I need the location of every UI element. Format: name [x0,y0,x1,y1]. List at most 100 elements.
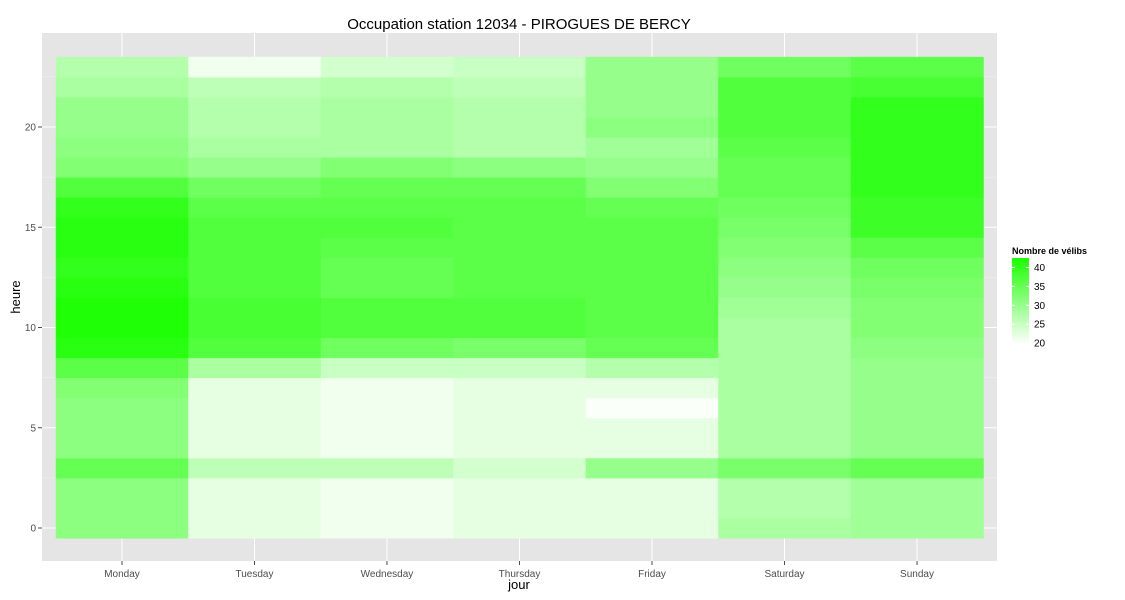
heatmap-cell [55,497,189,519]
heatmap-cell [320,377,454,399]
heatmap-cell [188,76,322,98]
heatmap-cell [585,317,719,339]
heatmap-cell [718,177,852,198]
heatmap-cell [453,417,587,439]
heatmap-cell [55,197,189,218]
heatmap-cell [55,317,189,339]
heatmap-cell [718,76,852,98]
heatmap-cell [453,197,587,218]
heatmap-cell [718,517,852,539]
heatmap-cell [55,157,189,178]
heatmap-cell [55,56,189,78]
heatmap-cell [55,517,189,539]
heatmap-cell [188,257,322,278]
heatmap-cell [585,517,719,539]
heatmap-cell [585,197,719,218]
heatmap-cell [320,137,454,158]
heatmap-cell [188,197,322,218]
heatmap-cell [453,277,587,298]
heatmap-cell [320,517,454,539]
heatmap-cell [718,477,852,499]
heatmap-cell [55,76,189,98]
heatmap-cell [320,237,454,258]
y-tick-label: 15 [25,223,37,234]
heatmap-cell [585,237,719,258]
heatmap-cell [320,297,454,318]
heatmap-cell [453,317,587,339]
x-tick-label: Sunday [900,569,934,580]
heatmap-cell [718,96,852,118]
heatmap-cell [320,116,454,138]
heatmap-cell [850,297,984,318]
heatmap-cell [55,437,189,459]
heatmap-cell [850,317,984,339]
heatmap-cell [188,357,322,379]
heatmap-cell [320,337,454,359]
heatmap-cell [585,477,719,499]
heatmap-cell [55,377,189,399]
heatmap-cell [585,137,719,158]
heatmap-cell [453,457,587,479]
heatmap-cell [55,217,189,238]
heatmap-cell [718,257,852,278]
y-tick-label: 20 [25,123,37,134]
heatmap-cell [585,56,719,78]
legend-tick-label: 40 [1034,263,1046,274]
heatmap-cell [320,357,454,379]
heatmap-cell [55,337,189,359]
heatmap-cell [850,96,984,118]
heatmap-cell [850,76,984,98]
heatmap-cell [55,457,189,479]
legend: Nombre de vélibs 20 25 30 35 40 [1012,246,1087,350]
heatmap-cell [453,137,587,158]
heatmap-cell [718,237,852,258]
heatmap-cell [320,497,454,519]
heatmap-cell [718,417,852,439]
legend-colorbar [1012,258,1029,345]
heatmap-cell [850,417,984,439]
heatmap-cell [188,457,322,479]
heatmap-cell [718,297,852,318]
heatmap-cell [850,116,984,138]
heatmap-cell [188,317,322,339]
heatmap-cell [320,317,454,339]
x-tick-label: Tuesday [236,569,274,580]
legend-tick-label: 35 [1034,282,1046,293]
legend-title: Nombre de vélibs [1012,246,1087,256]
heatmap-cells [55,56,984,539]
heatmap-cell [55,137,189,158]
heatmap-cell [850,257,984,278]
heatmap-cell [55,397,189,419]
heatmap-cell [188,477,322,499]
heatmap-cell [850,237,984,258]
heatmap-cell [585,297,719,318]
heatmap-cell [188,377,322,399]
heatmap-cell [585,116,719,138]
heatmap-cell [850,517,984,539]
heatmap-cell [718,497,852,519]
heatmap-cell [188,96,322,118]
heatmap-cell [55,96,189,118]
heatmap-cell [453,437,587,459]
heatmap-cell [718,56,852,78]
heatmap-cell [585,217,719,238]
heatmap-cell [453,116,587,138]
heatmap-cell [585,457,719,479]
heatmap-cell [55,477,189,499]
heatmap-cell [453,397,587,419]
heatmap-cell [850,497,984,519]
y-axis-ticks: 0 5 10 15 20 [25,123,42,535]
x-axis-ticks: Monday Tuesday Wednesday Thursday Friday Satu… [104,561,934,580]
heatmap-cell [718,437,852,459]
heatmap-cell [850,337,984,359]
legend-tick-label: 20 [1034,339,1046,350]
heatmap-cell [188,56,322,78]
heatmap-cell [850,177,984,198]
heatmap-cell [718,357,852,379]
heatmap-cell [585,437,719,459]
heatmap-cell [55,177,189,198]
heatmap-cell [453,357,587,379]
heatmap-cell [320,217,454,238]
heatmap-cell [718,157,852,178]
